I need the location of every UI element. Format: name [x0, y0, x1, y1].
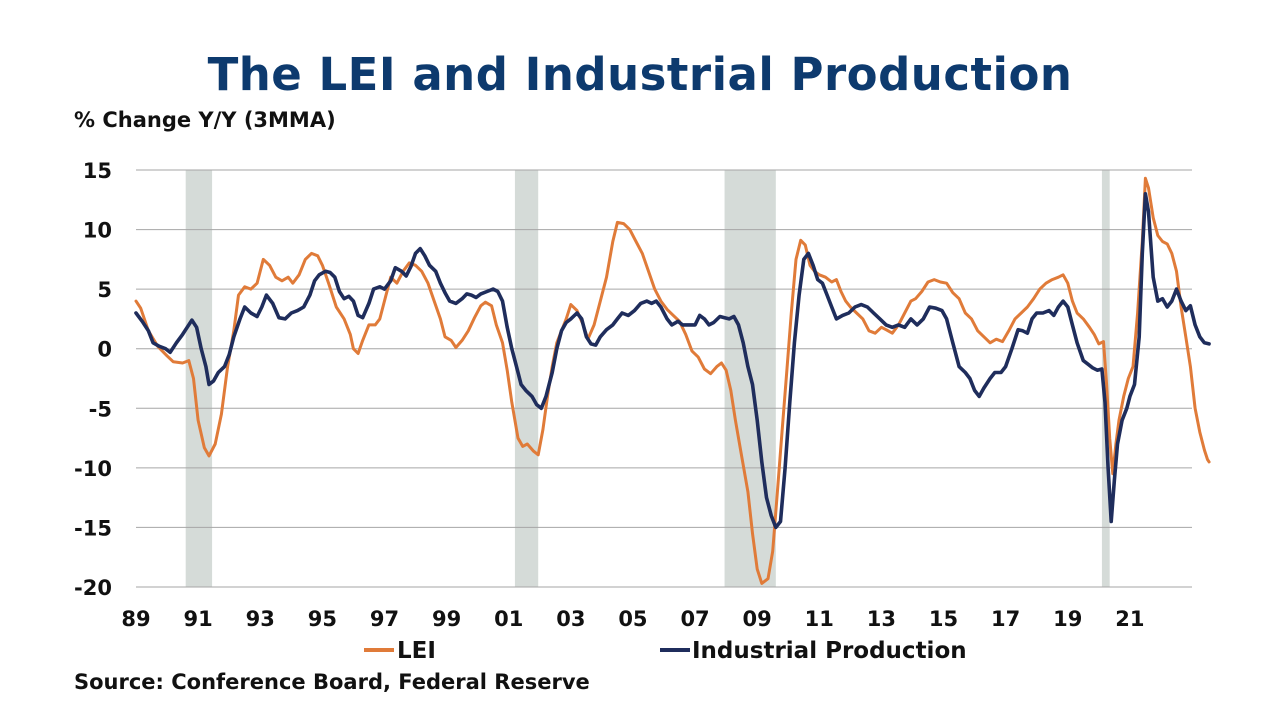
series-lines	[134, 176, 1211, 585]
y-tick-label: 0	[97, 338, 112, 362]
x-tick-label: 97	[370, 607, 399, 631]
x-tick-label: 91	[184, 607, 213, 631]
x-tick-label: 09	[743, 607, 772, 631]
x-axis-ticks: 89 91 93 95 97 99 01 03 05 07 09 11 13 15 17 19 21	[121, 607, 1144, 631]
y-tick-label: 15	[83, 159, 112, 183]
y-tick-label: -20	[74, 576, 112, 600]
y-axis-label: % Change Y/Y (3MMA)	[74, 108, 336, 132]
legend-label-lei: LEI	[397, 638, 436, 664]
series-line-industrial-production	[134, 192, 1211, 530]
x-tick-label: 03	[556, 607, 585, 631]
series-line-lei	[134, 176, 1211, 585]
x-tick-label: 01	[494, 607, 523, 631]
x-tick-label: 11	[805, 607, 834, 631]
legend-label-industrial-production: Industrial Production	[692, 638, 967, 664]
x-tick-label: 17	[991, 607, 1020, 631]
x-tick-label: 19	[1053, 607, 1082, 631]
x-tick-label: 13	[867, 607, 896, 631]
y-tick-label: -5	[89, 397, 112, 421]
y-tick-label: -15	[74, 516, 112, 540]
x-tick-label: 99	[432, 607, 461, 631]
x-tick-label: 05	[618, 607, 647, 631]
recession-band	[514, 170, 539, 587]
x-tick-label: 95	[308, 607, 337, 631]
source-note: Source: Conference Board, Federal Reserv…	[74, 670, 590, 694]
x-tick-label: 93	[246, 607, 275, 631]
gridlines	[136, 169, 1192, 588]
y-tick-label: -10	[74, 457, 112, 481]
y-tick-label: 10	[83, 219, 112, 243]
chart-title: The LEI and Industrial Production	[207, 48, 1073, 101]
x-tick-label: 21	[1115, 607, 1144, 631]
x-tick-label: 07	[680, 607, 709, 631]
x-tick-label: 89	[121, 607, 150, 631]
y-axis-ticks: 15 10 5 0 -5 -10 -15 -20	[74, 159, 112, 600]
x-tick-label: 15	[929, 607, 958, 631]
legend: LEI Industrial Production	[364, 638, 967, 664]
y-tick-label: 5	[97, 278, 112, 302]
